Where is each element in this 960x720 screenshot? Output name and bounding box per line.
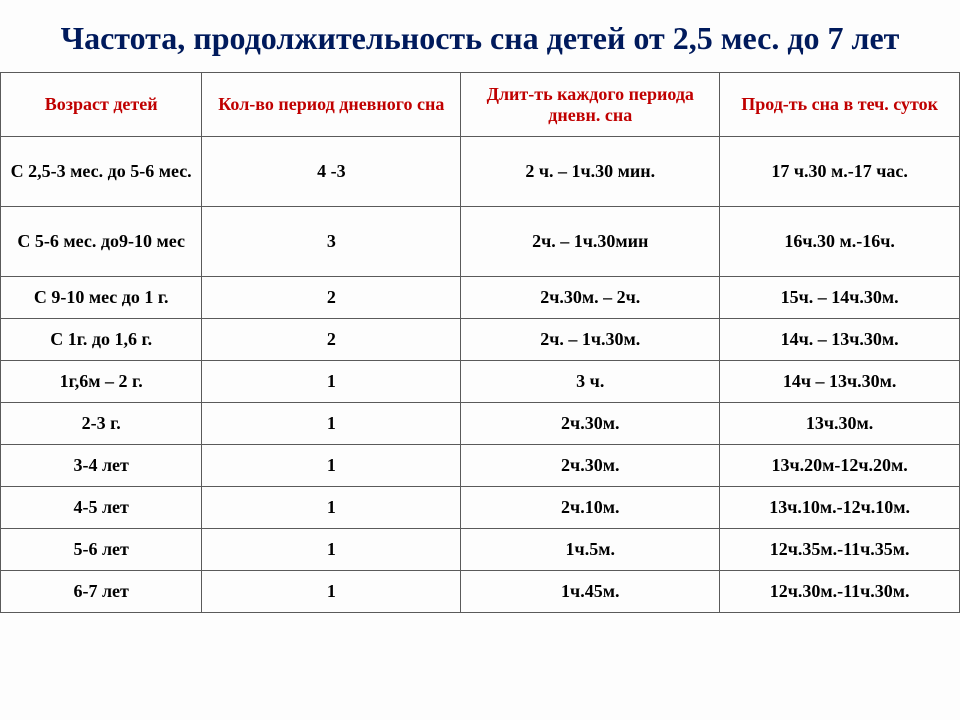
table-cell: 4-5 лет [1, 487, 202, 529]
table-cell: С 5-6 мес. до9-10 мес [1, 207, 202, 277]
table-cell: 2ч. – 1ч.30м. [461, 319, 720, 361]
sleep-schedule-table: Возраст детей Кол-во период дневного сна… [0, 72, 960, 613]
table-row: 2-3 г.12ч.30м.13ч.30м. [1, 403, 960, 445]
table-cell: 2 [202, 277, 461, 319]
table-row: С 5-6 мес. до9-10 мес32ч. – 1ч.30мин16ч.… [1, 207, 960, 277]
table-cell: 2-3 г. [1, 403, 202, 445]
table-cell: 13ч.20м-12ч.20м. [720, 445, 960, 487]
table-cell: 12ч.30м.-11ч.30м. [720, 571, 960, 613]
table-row: 5-6 лет11ч.5м.12ч.35м.-11ч.35м. [1, 529, 960, 571]
table-cell: 15ч. – 14ч.30м. [720, 277, 960, 319]
table-cell: 5-6 лет [1, 529, 202, 571]
table-cell: 2ч. – 1ч.30мин [461, 207, 720, 277]
table-cell: 16ч.30 м.-16ч. [720, 207, 960, 277]
table-cell: 1 [202, 403, 461, 445]
table-cell: С 1г. до 1,6 г. [1, 319, 202, 361]
table-row: 6-7 лет11ч.45м.12ч.30м.-11ч.30м. [1, 571, 960, 613]
table-cell: 3 [202, 207, 461, 277]
table-cell: 12ч.35м.-11ч.35м. [720, 529, 960, 571]
col-header-total-sleep: Прод-ть сна в теч. суток [720, 73, 960, 137]
table-row: С 9-10 мес до 1 г.22ч.30м. – 2ч.15ч. – 1… [1, 277, 960, 319]
table-row: 3-4 лет12ч.30м.13ч.20м-12ч.20м. [1, 445, 960, 487]
table-cell: 17 ч.30 м.-17 час. [720, 137, 960, 207]
table-row: 4-5 лет12ч.10м.13ч.10м.-12ч.10м. [1, 487, 960, 529]
table-cell: 2ч.30м. [461, 403, 720, 445]
table-cell: 2 [202, 319, 461, 361]
table-cell: 1ч.45м. [461, 571, 720, 613]
table-cell: 13ч.30м. [720, 403, 960, 445]
table-row: С 2,5-3 мес. до 5-6 мес.4 -32 ч. – 1ч.30… [1, 137, 960, 207]
table-cell: 14ч – 13ч.30м. [720, 361, 960, 403]
table-cell: 6-7 лет [1, 571, 202, 613]
table-cell: С 2,5-3 мес. до 5-6 мес. [1, 137, 202, 207]
table-cell: 2ч.30м. – 2ч. [461, 277, 720, 319]
table-cell: 4 -3 [202, 137, 461, 207]
col-header-nap-duration: Длит-ть каждого периода дневн. сна [461, 73, 720, 137]
table-cell: 2ч.10м. [461, 487, 720, 529]
table-cell: 2ч.30м. [461, 445, 720, 487]
table-cell: 3 ч. [461, 361, 720, 403]
table-cell: 3-4 лет [1, 445, 202, 487]
table-cell: 1 [202, 529, 461, 571]
table-row: С 1г. до 1,6 г.22ч. – 1ч.30м.14ч. – 13ч.… [1, 319, 960, 361]
table-cell: 1г,6м – 2 г. [1, 361, 202, 403]
table-header-row: Возраст детей Кол-во период дневного сна… [1, 73, 960, 137]
table-cell: 1 [202, 445, 461, 487]
table-cell: С 9-10 мес до 1 г. [1, 277, 202, 319]
table-cell: 1 [202, 487, 461, 529]
table-cell: 1ч.5м. [461, 529, 720, 571]
col-header-nap-count: Кол-во период дневного сна [202, 73, 461, 137]
table-row: 1г,6м – 2 г.13 ч.14ч – 13ч.30м. [1, 361, 960, 403]
table-cell: 14ч. – 13ч.30м. [720, 319, 960, 361]
table-cell: 2 ч. – 1ч.30 мин. [461, 137, 720, 207]
col-header-age: Возраст детей [1, 73, 202, 137]
page-title: Частота, продолжительность сна детей от … [0, 0, 960, 72]
table-cell: 13ч.10м.-12ч.10м. [720, 487, 960, 529]
table-cell: 1 [202, 571, 461, 613]
table-cell: 1 [202, 361, 461, 403]
